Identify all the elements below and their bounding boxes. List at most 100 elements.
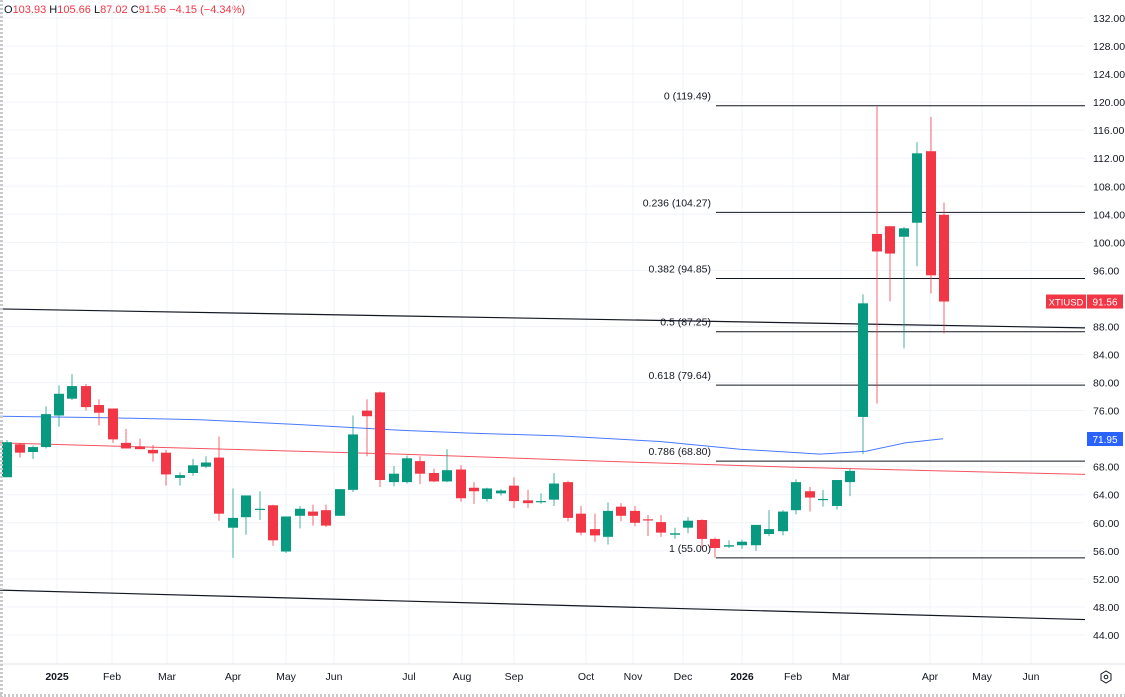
- candle-body[interactable]: [241, 495, 251, 518]
- candle-body[interactable]: [201, 462, 211, 467]
- candle-body[interactable]: [482, 488, 492, 499]
- candle-body[interactable]: [175, 475, 185, 478]
- change-value: −4.15 (−4.34%): [169, 4, 246, 16]
- candle-body[interactable]: [751, 524, 761, 546]
- price-tick-label: 132.00: [1093, 13, 1125, 25]
- fib-level-label: 0.236 (104.27): [643, 197, 711, 209]
- price-tick-label: 100.00: [1093, 237, 1125, 249]
- candle-body[interactable]: [885, 226, 895, 254]
- candle-body[interactable]: [710, 538, 720, 549]
- candle-body[interactable]: [415, 461, 425, 474]
- left-border: [0, 0, 3, 697]
- candle-body[interactable]: [872, 233, 882, 252]
- candle-body[interactable]: [148, 449, 158, 454]
- time-tick-label: May: [972, 671, 993, 683]
- ma-value-badge: [1087, 432, 1123, 447]
- candle-body[interactable]: [630, 510, 640, 523]
- candle-body[interactable]: [108, 408, 118, 440]
- price-tick-label: 52.00: [1093, 574, 1119, 586]
- price-tick-label: 80.00: [1093, 378, 1119, 390]
- candle-body[interactable]: [94, 405, 104, 413]
- candle-body[interactable]: [643, 519, 653, 521]
- candle-body[interactable]: [683, 520, 693, 528]
- fib-level-label: 0.382 (94.85): [649, 263, 711, 275]
- candle-body[interactable]: [389, 473, 399, 483]
- candle-body[interactable]: [214, 457, 224, 514]
- candle-body[interactable]: [549, 483, 559, 500]
- candle-body[interactable]: [268, 505, 278, 541]
- candle-body[interactable]: [335, 489, 345, 516]
- candle-body[interactable]: [281, 516, 291, 552]
- candle-body[interactable]: [135, 446, 145, 450]
- candle-body[interactable]: [188, 465, 198, 474]
- candle-body[interactable]: [590, 529, 600, 536]
- candle-body[interactable]: [576, 513, 586, 533]
- candle-body[interactable]: [912, 153, 922, 223]
- time-tick-label: Oct: [578, 671, 594, 683]
- candle-body[interactable]: [737, 541, 747, 546]
- time-tick-label: Jun: [1023, 671, 1040, 683]
- candle-body[interactable]: [724, 545, 734, 547]
- candle-body[interactable]: [858, 303, 868, 417]
- candle-body[interactable]: [926, 151, 936, 276]
- candle-body[interactable]: [54, 393, 64, 416]
- gear-hex-icon[interactable]: [1100, 670, 1112, 684]
- candle-body[interactable]: [496, 490, 506, 494]
- candle-body[interactable]: [375, 392, 385, 481]
- candle-body[interactable]: [791, 482, 801, 511]
- candle-body[interactable]: [456, 469, 466, 499]
- candle-body[interactable]: [161, 452, 171, 475]
- candle-body[interactable]: [321, 510, 331, 526]
- candle-body[interactable]: [67, 386, 77, 399]
- candle-body[interactable]: [670, 533, 680, 535]
- candle-body[interactable]: [121, 442, 131, 449]
- bottom-border: [0, 694, 1125, 697]
- candle-body[interactable]: [41, 414, 51, 448]
- price-tick-label: 96.00: [1093, 265, 1119, 277]
- candle-body[interactable]: [348, 434, 358, 490]
- candle-body[interactable]: [402, 458, 412, 483]
- time-tick-label: Feb: [103, 671, 121, 683]
- candle-body[interactable]: [255, 508, 265, 510]
- open-value: 103.93: [12, 4, 47, 16]
- candle-body[interactable]: [2, 442, 12, 478]
- fib-level-label: 1 (55.00): [669, 543, 711, 555]
- candle-body[interactable]: [656, 522, 666, 533]
- candle-body[interactable]: [899, 228, 909, 237]
- high-label: H: [49, 4, 58, 16]
- candle-body[interactable]: [939, 214, 949, 302]
- candle-body[interactable]: [697, 519, 707, 539]
- candle-body[interactable]: [523, 500, 533, 504]
- candle-body[interactable]: [81, 386, 91, 408]
- candle-body[interactable]: [805, 491, 815, 498]
- candle-body[interactable]: [818, 498, 828, 501]
- candle-body[interactable]: [442, 470, 452, 482]
- candle-body[interactable]: [832, 480, 842, 506]
- candle-body[interactable]: [295, 508, 305, 516]
- candle-body[interactable]: [308, 511, 318, 516]
- candle-body[interactable]: [28, 447, 38, 452]
- channel-trendline[interactable]: [0, 589, 1086, 621]
- candle-body[interactable]: [563, 482, 573, 518]
- low-label: L: [93, 4, 101, 16]
- candle-body[interactable]: [509, 485, 519, 502]
- time-tick-label: Mar: [158, 671, 177, 683]
- candle-body[interactable]: [469, 487, 479, 492]
- candle-body[interactable]: [616, 506, 626, 516]
- price-tick-label: 108.00: [1093, 181, 1125, 193]
- candle-body[interactable]: [228, 517, 238, 528]
- close-label: C: [130, 4, 139, 16]
- candle-body[interactable]: [362, 410, 372, 417]
- candle-body[interactable]: [603, 510, 613, 537]
- candle-body[interactable]: [845, 470, 855, 483]
- time-tick-label: May: [276, 671, 297, 683]
- candle-body[interactable]: [764, 529, 774, 535]
- candle-body[interactable]: [15, 444, 25, 453]
- channel-trendline[interactable]: [0, 308, 1086, 329]
- candle-body[interactable]: [778, 511, 788, 532]
- open-label: O: [4, 4, 13, 16]
- candle-body[interactable]: [429, 473, 439, 482]
- candle-body[interactable]: [536, 501, 546, 503]
